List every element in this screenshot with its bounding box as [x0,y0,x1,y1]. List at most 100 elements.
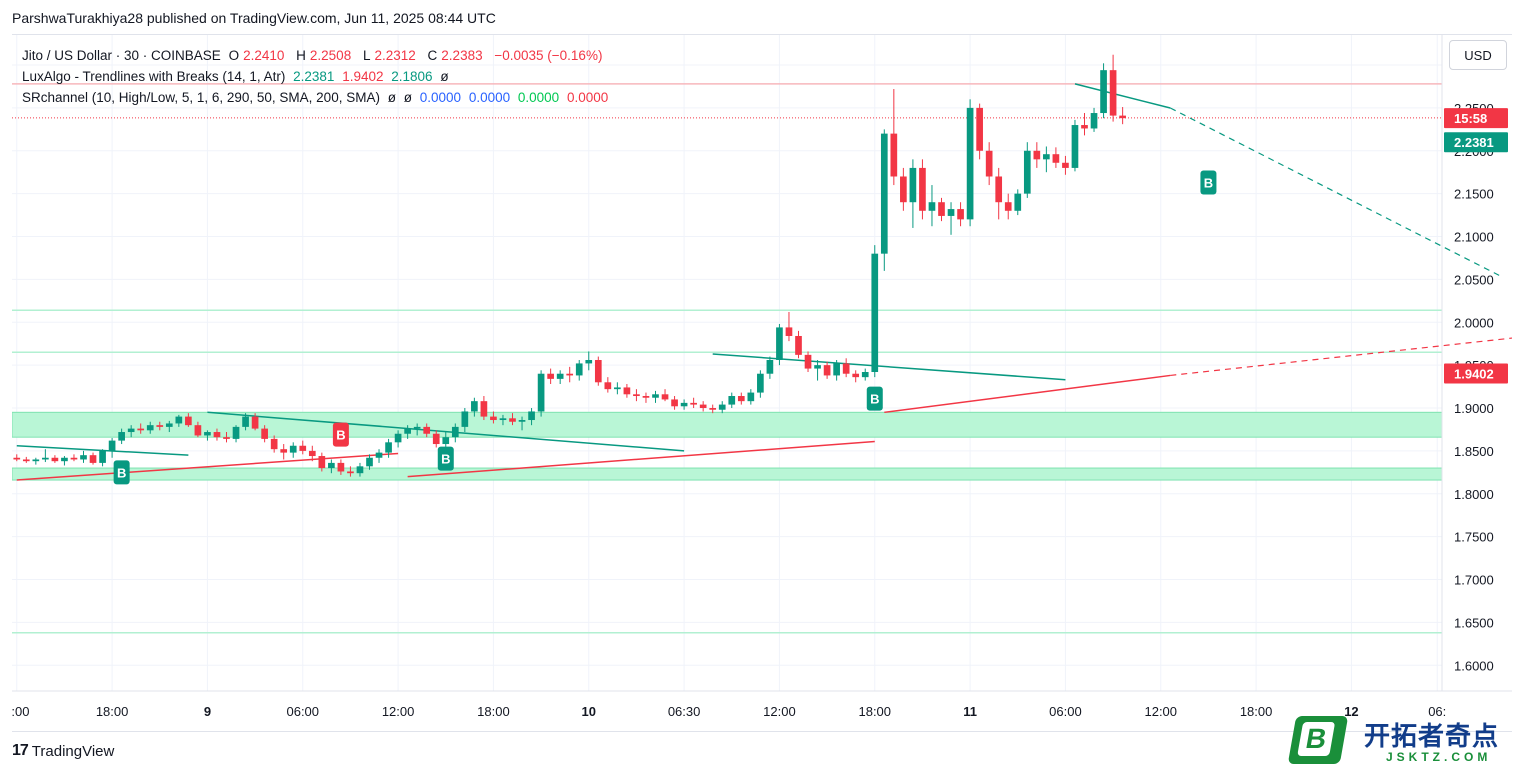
break-marker[interactable] [1200,170,1217,195]
tradingview-brand[interactable]: 17 TradingView [12,740,114,762]
price-axis-tick-label: 1.8000 [1454,487,1494,502]
legend-srchannel-v2: ø [403,90,412,105]
candle-body [328,462,335,469]
candle-body [89,455,97,463]
time-axis-tick-label: 18:00 [858,704,891,719]
time-axis-tick-label: 9 [204,704,211,719]
price-axis-tick-label: 1.6000 [1454,658,1494,673]
trendline-up [884,374,1171,414]
legend-srchannel-label[interactable]: SRchannel (10, High/Low, 5, 1, 6, 290, 5… [22,90,380,105]
candle-body [518,420,526,422]
candle-body [795,335,802,355]
candle-body [614,387,621,390]
candle-body [661,394,669,400]
chart-legend: Jito / US Dollar · 30 · COINBASE O 2.2410… [22,45,612,108]
candle-body [118,432,125,441]
legend-symbol[interactable]: Jito / US Dollar · 30 · COINBASE [22,48,221,63]
time-axis-tick-label: 10 [582,704,596,719]
legend-luxalgo-v1: 2.2381 [293,69,335,84]
price-axis-tick-label: 2.0500 [1454,272,1494,287]
candle-body [146,425,154,431]
candle-body [528,411,535,421]
candle-body [432,433,440,445]
candle-body [442,437,450,445]
price-axis-tick-label: 1.7500 [1454,530,1494,545]
break-marker[interactable] [437,446,454,471]
candle-body [957,209,964,220]
candle-body [718,404,726,410]
legend-luxalgo-v3: 2.1806 [391,69,433,84]
candle-body [13,457,21,460]
price-axis-tick-label: 1.9000 [1454,401,1494,416]
legend-row-luxalgo: LuxAlgo - Trendlines with Breaks (14, 1,… [22,66,612,87]
candle-body [404,428,411,434]
watermark-subtitle: JSKTZ.COM [1386,750,1492,764]
break-marker[interactable] [113,460,130,485]
price-axis-tick-label: 2.1000 [1454,230,1494,245]
tradingview-brand-name: TradingView [31,742,115,760]
trendline-down-extension [1170,107,1503,278]
candle-body [185,416,192,426]
candle-body [1033,150,1041,160]
candle-body [680,402,688,407]
break-marker-label: B [870,392,879,407]
legend-high-label: H [296,48,306,63]
candle-body [871,253,879,373]
candle-body [423,426,431,434]
candle-body [1109,70,1117,116]
legend-srchannel-v4: 0.0000 [468,90,511,105]
candle-body [737,396,745,402]
candle-body [366,457,373,467]
candle-body [642,396,650,398]
candle-body [852,373,860,378]
candle-body [213,432,221,438]
candle-body [1071,125,1079,168]
candle-body [566,373,574,376]
candle-body [156,425,164,427]
legend-srchannel-v3: 0.0000 [419,90,462,105]
site-watermark: B 开拓者奇点 JSKTZ.COM [1286,714,1516,768]
currency-button[interactable]: USD [1449,40,1507,70]
candle-body [890,133,898,177]
candle-body [747,392,755,402]
candle-body [318,456,326,469]
chart-area[interactable]: B B B B B 1.6000 1.6500 1.7000 1.7500 1.8000 1.850… [12,34,1512,732]
time-axis-tick-label: 11 [963,704,977,719]
candle-body [995,176,1003,203]
candle-body [232,426,240,439]
candle-body [204,432,211,436]
legend-srchannel-v5: 0.0000 [517,90,560,105]
candle-body [1023,150,1031,194]
candle-body [985,150,993,177]
break-marker[interactable] [866,386,883,411]
legend-srchannel-v1: ø [387,90,396,105]
candle-body [61,457,68,462]
candle-body [671,399,678,407]
price-axis-label-box [1444,132,1508,153]
legend-luxalgo-v2: 1.9402 [342,69,384,84]
candle-body [194,425,202,436]
candle-body [308,450,316,457]
price-axis-tick-label: 1.8500 [1454,444,1494,459]
legend-luxalgo-label[interactable]: LuxAlgo - Trendlines with Breaks (14, 1,… [22,69,286,84]
candle-body [261,428,268,439]
candle-body [70,457,78,460]
candle-body [757,373,764,393]
candle-body [909,167,917,203]
time-axis-tick-label: 06:00 [286,704,319,719]
price-axis-label-box [1444,108,1508,129]
break-marker-label: B [117,465,126,480]
break-marker[interactable] [332,422,349,447]
candle-body [51,457,59,462]
candle-body [938,202,945,216]
candle-body [251,416,259,429]
watermark-badge-letter: B [1297,722,1336,756]
candle-body [861,372,869,378]
price-chart[interactable]: B B B B B 1.6000 1.6500 1.7000 1.7500 1.8000 1.850… [12,35,1512,731]
candle-body [976,107,983,151]
candle-body [919,167,926,211]
candle-body [556,373,564,379]
candle-body [652,394,659,398]
candle-body [1100,70,1107,114]
time-axis-tick-label: 12:00 [763,704,796,719]
